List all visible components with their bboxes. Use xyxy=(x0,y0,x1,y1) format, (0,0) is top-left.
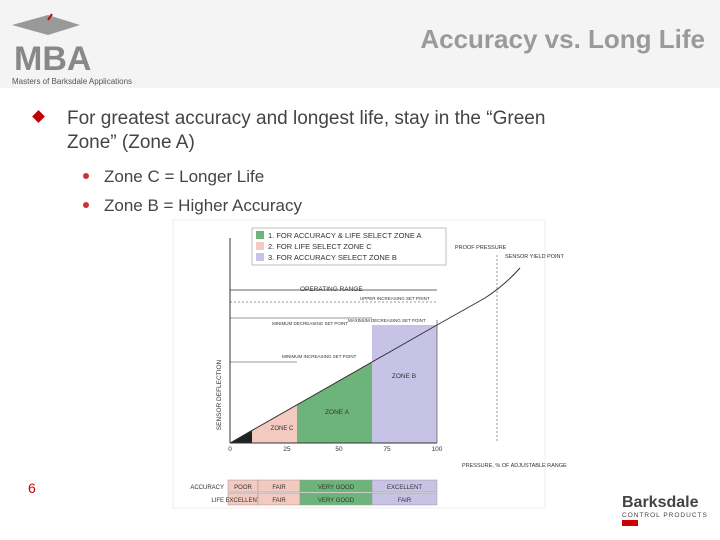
legend-entry: 2. FOR LIFE SELECT ZONE C xyxy=(268,242,372,251)
x-tick-label: 100 xyxy=(432,446,443,453)
legend-entry: 3. FOR ACCURACY SELECT ZONE B xyxy=(268,253,397,262)
zone-c xyxy=(252,405,297,443)
sub-bullet-marker xyxy=(83,173,89,179)
zone-label: ZONE B xyxy=(392,373,416,380)
zone-b xyxy=(372,325,437,443)
brand: Barksdale xyxy=(622,494,699,511)
annotation: MINIMUM INCREASING SET POINT xyxy=(282,354,357,359)
annotation: PROOF PRESSURE xyxy=(455,245,507,251)
table-row-label: ACCURACY xyxy=(190,485,224,491)
sub-bullet: Zone C = Longer Life xyxy=(104,167,264,186)
table-cell-text: FAIR xyxy=(398,498,412,504)
table-cell-text: POOR xyxy=(234,485,252,491)
legend-swatch xyxy=(256,242,264,250)
x-tick-label: 50 xyxy=(335,446,343,453)
legend-box xyxy=(251,227,447,266)
table-cell-text: VERY GOOD xyxy=(318,485,355,491)
bullet-text: For greatest accuracy and longest life, … xyxy=(67,108,545,153)
y-axis-label: SENSOR DEFLECTION xyxy=(216,359,223,430)
annotation: OPERATING RANGE xyxy=(300,286,363,293)
x-tick-label: 25 xyxy=(283,446,291,453)
mortarboard xyxy=(12,15,80,35)
zone-label: ZONE A xyxy=(325,409,350,416)
x-tick-label: 0 xyxy=(228,446,232,453)
slide-title: Accuracy vs. Long Life xyxy=(420,24,705,54)
tassel xyxy=(47,13,53,21)
table-cell-text: VERY GOOD xyxy=(318,498,355,504)
page-number: 6 xyxy=(28,480,36,496)
header-band xyxy=(0,0,720,88)
zone-a xyxy=(297,362,372,443)
annotation: UPPER INCREASING SET POINT xyxy=(360,296,430,301)
legend-entry: 1. FOR ACCURACY & LIFE SELECT ZONE A xyxy=(268,231,422,240)
table-cell-text: FAIR xyxy=(272,498,286,504)
deflection-curve xyxy=(436,267,521,326)
table-cell xyxy=(371,479,438,493)
sub-bullet: Zone B = Higher Accuracy xyxy=(104,196,302,215)
logo-tagline: Masters of Barksdale Applications xyxy=(12,77,132,86)
table-cell-text: EXCELLENT xyxy=(387,485,422,491)
sub-bullet-marker xyxy=(83,202,89,208)
logo: MBA xyxy=(14,40,91,78)
x-axis-label: PRESSURE, % OF ADJUSTABLE RANGE xyxy=(462,463,567,469)
legend-swatch xyxy=(256,253,264,261)
diagram: 1. FOR ACCURACY & LIFE SELECT ZONE A 2. … xyxy=(172,219,567,509)
annotation: MINIMUM DECREASING SET POINT xyxy=(272,321,348,326)
x-tick-label: 75 xyxy=(383,446,391,453)
zone-label: ZONE C xyxy=(271,426,294,432)
table-cell-text: EXCELLENT xyxy=(225,498,260,504)
table-row-label: LIFE xyxy=(211,498,224,504)
annotation: MAXIMUM DECREASING SET POINT xyxy=(348,318,426,323)
annotation: SENSOR YIELD POINT xyxy=(505,254,565,260)
table-cell xyxy=(371,492,438,506)
brand-badge xyxy=(622,520,638,526)
deflection-line xyxy=(229,324,438,444)
diagram-frame xyxy=(172,219,546,509)
brand-sub: CONTROL PRODUCTS xyxy=(622,512,708,519)
legend-swatch xyxy=(256,231,264,239)
table-cell-text: FAIR xyxy=(272,485,286,491)
